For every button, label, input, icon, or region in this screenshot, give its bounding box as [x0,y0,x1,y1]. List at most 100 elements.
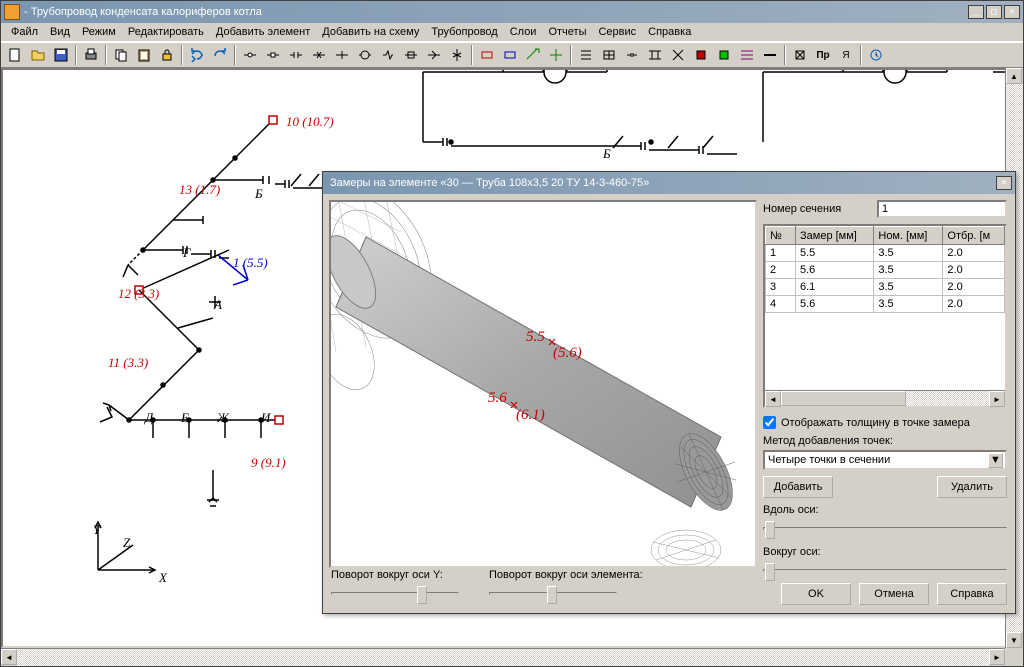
rot-y-label: Поворот вокруг оси Y: [331,569,459,581]
menu-add-scheme[interactable]: Добавить на схему [316,24,425,40]
tool-undo-icon[interactable] [186,44,208,66]
tool-sym3-icon[interactable] [285,44,307,66]
table-row[interactable]: 36.13.52.0 [766,279,1005,296]
help-button[interactable]: Справка [937,583,1007,605]
annotation: И [261,410,270,426]
tool-sym20-icon[interactable] [690,44,712,66]
menu-file[interactable]: Файл [5,24,44,40]
grid-scroll-right-icon[interactable]: ► [989,391,1005,407]
tool-sym11-icon[interactable] [476,44,498,66]
method-combo[interactable]: Четыре точки в сечении ▼ [763,450,1007,470]
menu-add-element[interactable]: Добавить элемент [210,24,316,40]
menu-service[interactable]: Сервис [592,24,642,40]
scroll-left-icon[interactable]: ◄ [1,649,17,665]
tool-paste-icon[interactable] [133,44,155,66]
minimize-button[interactable]: _ [968,5,984,19]
menu-edit[interactable]: Редактировать [122,24,210,40]
measurements-grid[interactable]: № Замер [мм] Ном. [мм] Отбр. [м 15.53.52… [763,224,1007,408]
add-button[interactable]: Добавить [763,476,833,498]
menu-layers[interactable]: Слои [504,24,543,40]
tool-sym6-icon[interactable] [354,44,376,66]
close-button[interactable]: × [1004,5,1020,19]
table-row[interactable]: 15.53.52.0 [766,245,1005,262]
tool-sym10-icon[interactable] [446,44,468,66]
scrollbar-horizontal[interactable]: ◄ ► [1,648,1005,666]
ok-button[interactable]: OK [781,583,851,605]
measurement-label: (6.1) [516,407,545,424]
tool-save-icon[interactable] [50,44,72,66]
scroll-down-icon[interactable]: ▼ [1006,632,1022,648]
table-row[interactable]: 45.63.52.0 [766,296,1005,313]
scroll-up-icon[interactable]: ▲ [1006,68,1022,84]
menu-help[interactable]: Справка [642,24,697,40]
tool-sym24-icon[interactable] [789,44,811,66]
section-label: Номер сечения [763,203,877,215]
section-input[interactable] [877,200,1007,218]
tool-sym17-icon[interactable] [621,44,643,66]
tool-sym22-icon[interactable] [736,44,758,66]
menubar: Файл Вид Режим Редактировать Добавить эл… [1,23,1023,42]
annotation: Ж [217,410,229,426]
tool-sym15-icon[interactable] [575,44,597,66]
toolbar: Пр Я [1,42,1023,68]
tool-copy-icon[interactable] [110,44,132,66]
col-num[interactable]: № [766,227,796,245]
tool-sym18-icon[interactable] [644,44,666,66]
rot-y-slider[interactable] [331,583,459,605]
tool-sym9-icon[interactable] [423,44,445,66]
dialog-title: Замеры на элементе «30 — Труба 108х3,5 2… [326,177,996,189]
viewport-3d[interactable]: 5.5(5.6)5.6(6.1) [329,200,757,568]
tool-sym5-icon[interactable] [331,44,353,66]
scroll-right-icon[interactable]: ► [989,649,1005,665]
annotation: А [214,297,222,313]
combo-dropdown-icon[interactable]: ▼ [988,453,1003,468]
menu-pipeline[interactable]: Трубопровод [425,24,503,40]
rot-el-label: Поворот вокруг оси элемента: [489,569,643,581]
tool-sym1-icon[interactable] [239,44,261,66]
tool-sym7-icon[interactable] [377,44,399,66]
dialog-titlebar[interactable]: Замеры на элементе «30 — Труба 108х3,5 2… [323,172,1015,194]
menu-reports[interactable]: Отчеты [542,24,592,40]
tool-sym16-icon[interactable] [598,44,620,66]
tool-sym13-icon[interactable] [522,44,544,66]
tool-redo-icon[interactable] [209,44,231,66]
tool-text2-icon[interactable]: Я [835,44,857,66]
col-otbr[interactable]: Отбр. [м [943,227,1005,245]
menu-mode[interactable]: Режим [76,24,122,40]
cancel-button[interactable]: Отмена [859,583,929,605]
rot-el-slider[interactable] [489,583,617,605]
tool-open-icon[interactable] [27,44,49,66]
show-thickness-checkbox[interactable] [763,416,776,429]
grid-scroll-left-icon[interactable]: ◄ [765,391,781,407]
tool-print-icon[interactable] [80,44,102,66]
tool-sym4-icon[interactable] [308,44,330,66]
menu-view[interactable]: Вид [44,24,76,40]
tool-sym25-icon[interactable] [865,44,887,66]
annotation: 10 (10.7) [286,114,334,130]
show-thickness-label: Отображать толщину в точке замера [781,417,970,429]
along-axis-slider[interactable] [763,518,1007,540]
dialog-close-button[interactable]: × [996,176,1012,190]
col-nom[interactable]: Ном. [мм] [874,227,943,245]
tool-secure-icon[interactable] [156,44,178,66]
maximize-button[interactable]: □ [986,5,1002,19]
annotation: 9 (9.1) [251,455,286,471]
tool-sym23-icon[interactable] [759,44,781,66]
method-value: Четыре точки в сечении [768,454,890,466]
table-row[interactable]: 25.63.52.0 [766,262,1005,279]
tool-sym14-icon[interactable] [545,44,567,66]
tool-sym19-icon[interactable] [667,44,689,66]
tool-sym2-icon[interactable] [262,44,284,66]
tool-text1-icon[interactable]: Пр [812,44,834,66]
delete-button[interactable]: Удалить [937,476,1007,498]
main-window: - Трубопровод конденсата калориферов кот… [0,0,1024,667]
tool-sym21-icon[interactable] [713,44,735,66]
tool-sym12-icon[interactable] [499,44,521,66]
annotation: Д [145,410,153,426]
annotation: Г [183,245,190,261]
tool-sym8-icon[interactable] [400,44,422,66]
measurement-label: (5.6) [553,345,582,362]
main-titlebar[interactable]: - Трубопровод конденсата калориферов кот… [1,1,1023,23]
col-zamer[interactable]: Замер [мм] [796,227,874,245]
tool-new-icon[interactable] [4,44,26,66]
